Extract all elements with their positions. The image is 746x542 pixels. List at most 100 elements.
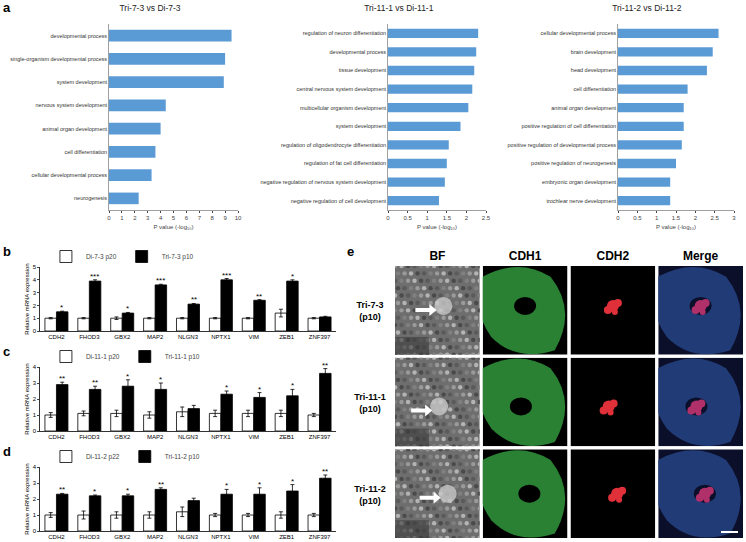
svg-text:VIM: VIM [248,534,259,540]
svg-text:Tri-7-3: Tri-7-3 [356,300,383,310]
svg-text:4: 4 [33,277,37,283]
svg-text:system development: system development [57,79,108,85]
svg-text:NLGN3: NLGN3 [178,534,199,540]
svg-text:*: * [291,381,294,390]
svg-text:0: 0 [33,428,37,434]
svg-text:regulation of oligodendrocyte: regulation of oligodendrocyte differenti… [281,142,386,148]
svg-text:developmental process: developmental process [51,33,108,39]
svg-text:Tri-7-3 p10: Tri-7-3 p10 [162,253,194,261]
svg-text:tissue development: tissue development [339,67,387,73]
svg-text:Merge: Merge [683,249,719,263]
svg-text:ZEB1: ZEB1 [279,334,295,340]
svg-text:ZNF397: ZNF397 [309,434,331,440]
svg-text:Di-11-2 p22: Di-11-2 p22 [86,453,120,461]
svg-text:CDH1: CDH1 [509,249,542,263]
svg-text:1: 1 [33,315,37,321]
svg-text:NPTX1: NPTX1 [211,334,231,340]
svg-text:single-organism developmental: single-organism developmental process [10,56,107,62]
svg-text:Tri-11-1 vs Di-11-1: Tri-11-1 vs Di-11-1 [364,3,434,13]
svg-text:*: * [126,304,129,313]
svg-text:0.5: 0.5 [633,215,642,221]
svg-text:NLGN3: NLGN3 [178,434,199,440]
svg-text:7: 7 [198,215,202,221]
svg-text:2: 2 [694,215,698,221]
svg-text:BF: BF [429,249,445,263]
svg-text:VIM: VIM [248,434,259,440]
svg-text:*: * [126,486,129,495]
svg-text:CDH2: CDH2 [48,434,65,440]
svg-text:NPTX1: NPTX1 [211,534,231,540]
svg-text:Tri-11-1 p10: Tri-11-1 p10 [165,353,200,361]
svg-text:regulation of neuron different: regulation of neuron differentiation [303,30,386,36]
svg-text:1: 1 [426,215,430,221]
svg-text:3: 3 [33,480,37,486]
svg-text:NPTX1: NPTX1 [211,434,231,440]
svg-text:***: *** [222,271,231,280]
svg-text:CDH2: CDH2 [48,534,65,540]
svg-text:ZNF397: ZNF397 [309,334,331,340]
svg-text:cell differentiation: cell differentiation [64,149,107,155]
svg-text:5: 5 [172,215,176,221]
svg-text:(p10): (p10) [359,496,381,506]
svg-text:2: 2 [465,215,469,221]
svg-text:GBX2: GBX2 [114,334,131,340]
svg-text:GBX2: GBX2 [114,534,131,540]
svg-text:P value (-log₁₀): P value (-log₁₀) [656,224,696,230]
svg-text:cellular developmental process: cellular developmental process [32,172,108,178]
svg-text:**: ** [59,374,65,383]
svg-text:embryonic organ development: embryonic organ development [542,179,616,185]
svg-text:developmental process: developmental process [330,49,387,55]
svg-text:Tri-11-2 p10: Tri-11-2 p10 [165,453,200,461]
svg-text:4: 4 [159,215,163,221]
svg-text:positive regulation of cell di: positive regulation of cell differentiat… [521,123,616,129]
svg-text:0.5: 0.5 [403,215,412,221]
svg-text:1: 1 [655,215,659,221]
svg-text:10: 10 [235,215,242,221]
svg-text:0: 0 [33,328,37,334]
svg-text:*: * [258,385,261,394]
svg-text:Tri-11-2: Tri-11-2 [354,484,386,494]
svg-text:2: 2 [33,396,37,402]
svg-text:**: ** [92,378,98,387]
svg-text:central nervous system develop: central nervous system development [297,86,387,92]
svg-text:Tri-11-2 vs Di-11-2: Tri-11-2 vs Di-11-2 [612,3,682,13]
svg-text:Relative mRNA expression: Relative mRNA expression [24,363,30,434]
svg-text:**: ** [256,292,262,301]
svg-text:**: ** [158,480,164,489]
svg-text:*: * [225,481,228,490]
svg-text:cellular developmental process: cellular developmental process [541,30,617,36]
svg-text:Tri-7-3 vs Di-7-3: Tri-7-3 vs Di-7-3 [119,3,180,13]
svg-text:***: *** [156,276,165,285]
svg-text:MAP2: MAP2 [147,334,164,340]
svg-text:animal organ development: animal organ development [551,105,616,111]
svg-text:(p10): (p10) [359,312,381,322]
svg-text:**: ** [59,485,65,494]
svg-text:FHOD3: FHOD3 [79,334,100,340]
svg-text:2.5: 2.5 [482,215,491,221]
svg-text:2: 2 [33,496,37,502]
svg-text:2.5: 2.5 [710,215,719,221]
svg-text:ZEB1: ZEB1 [279,434,295,440]
svg-text:4: 4 [33,464,37,470]
svg-text:*: * [291,272,294,281]
svg-text:P value (-log₁₀): P value (-log₁₀) [153,224,193,230]
svg-text:FHOD3: FHOD3 [79,534,100,540]
svg-text:CDH2: CDH2 [597,249,630,263]
svg-text:regulation of fat cell differe: regulation of fat cell differentiation [304,160,386,166]
svg-text:negative regulation of nervous: negative regulation of nervous system de… [260,179,386,185]
svg-text:system development: system development [336,123,387,129]
svg-text:positive regulation of develop: positive regulation of developmental pro… [508,142,617,148]
svg-text:3: 3 [33,290,37,296]
svg-text:Tri-11-1: Tri-11-1 [354,392,386,402]
svg-text:FHOD3: FHOD3 [79,434,100,440]
svg-text:1: 1 [33,412,37,418]
svg-text:*: * [126,372,129,381]
svg-text:*: * [60,303,63,312]
svg-text:1: 1 [120,215,124,221]
svg-text:1.5: 1.5 [443,215,452,221]
svg-text:Di-11-1 p20: Di-11-1 p20 [86,353,120,361]
svg-text:2: 2 [33,303,37,309]
svg-text:0: 0 [386,215,390,221]
svg-text:MAP2: MAP2 [147,534,164,540]
svg-text:8: 8 [211,215,215,221]
